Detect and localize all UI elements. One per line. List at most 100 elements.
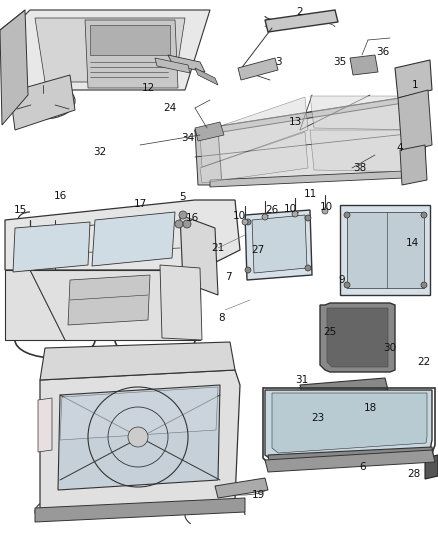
Polygon shape [195, 95, 422, 136]
Polygon shape [10, 10, 210, 90]
Polygon shape [173, 207, 193, 234]
Polygon shape [5, 270, 200, 340]
Text: 18: 18 [364, 403, 377, 413]
Circle shape [183, 220, 191, 228]
Polygon shape [238, 58, 278, 80]
Text: 10: 10 [283, 204, 297, 214]
Polygon shape [195, 68, 218, 85]
Polygon shape [215, 478, 268, 498]
Text: 26: 26 [265, 205, 279, 215]
Circle shape [344, 282, 350, 288]
Text: 13: 13 [288, 117, 302, 127]
Polygon shape [400, 145, 427, 185]
Text: 12: 12 [141, 83, 155, 93]
Text: 6: 6 [360, 462, 366, 472]
Text: 5: 5 [180, 192, 186, 202]
Polygon shape [265, 10, 338, 32]
Polygon shape [350, 55, 378, 75]
Polygon shape [268, 447, 434, 468]
Polygon shape [58, 385, 220, 490]
Polygon shape [160, 265, 202, 340]
Polygon shape [40, 342, 235, 380]
Polygon shape [347, 212, 424, 288]
Text: 27: 27 [251, 245, 265, 255]
Polygon shape [92, 212, 175, 266]
Polygon shape [85, 20, 178, 88]
Polygon shape [210, 170, 425, 187]
Text: 34: 34 [181, 133, 194, 143]
Text: 16: 16 [53, 191, 67, 201]
Polygon shape [272, 393, 427, 453]
Text: 3: 3 [275, 57, 281, 67]
Circle shape [242, 219, 248, 225]
Text: 8: 8 [219, 313, 225, 323]
Polygon shape [168, 55, 205, 72]
Polygon shape [35, 18, 185, 82]
Polygon shape [310, 96, 420, 130]
Text: 22: 22 [417, 357, 431, 367]
Text: 36: 36 [376, 47, 390, 57]
Text: 31: 31 [295, 375, 309, 385]
Text: 38: 38 [353, 163, 367, 173]
Polygon shape [195, 122, 224, 141]
Polygon shape [5, 200, 240, 270]
Text: 19: 19 [251, 490, 265, 500]
Text: 9: 9 [339, 275, 345, 285]
Circle shape [245, 267, 251, 273]
Text: 11: 11 [304, 189, 317, 199]
Circle shape [322, 208, 328, 214]
Text: 25: 25 [323, 327, 337, 337]
Polygon shape [0, 10, 28, 125]
Polygon shape [195, 130, 222, 185]
Polygon shape [195, 95, 425, 185]
Polygon shape [60, 387, 218, 440]
Text: 30: 30 [383, 343, 396, 353]
Circle shape [305, 265, 311, 271]
Circle shape [262, 214, 268, 220]
Text: 14: 14 [406, 238, 419, 248]
Text: 4: 4 [397, 143, 403, 153]
Text: 21: 21 [212, 243, 225, 253]
Polygon shape [398, 90, 432, 153]
Circle shape [421, 212, 427, 218]
Polygon shape [395, 60, 432, 98]
Circle shape [305, 215, 311, 221]
Polygon shape [265, 390, 432, 460]
Circle shape [421, 282, 427, 288]
Text: 23: 23 [311, 413, 325, 423]
Circle shape [179, 211, 187, 219]
Polygon shape [35, 498, 245, 522]
Circle shape [292, 211, 298, 217]
Circle shape [175, 220, 183, 228]
Text: 28: 28 [407, 469, 420, 479]
Polygon shape [68, 275, 150, 325]
Polygon shape [200, 97, 308, 167]
Polygon shape [425, 455, 438, 479]
Text: 16: 16 [185, 213, 198, 223]
Text: 10: 10 [233, 211, 246, 221]
Polygon shape [13, 222, 90, 272]
Text: 24: 24 [163, 103, 177, 113]
Text: 1: 1 [412, 80, 418, 90]
Polygon shape [10, 75, 75, 130]
Text: 35: 35 [333, 57, 346, 67]
Polygon shape [405, 95, 425, 175]
Circle shape [128, 427, 148, 447]
Circle shape [245, 219, 251, 225]
Text: 2: 2 [297, 7, 303, 17]
Polygon shape [38, 398, 52, 452]
Circle shape [344, 212, 350, 218]
Text: 17: 17 [134, 199, 147, 209]
Text: 7: 7 [225, 272, 231, 282]
Polygon shape [200, 132, 308, 183]
Polygon shape [245, 210, 312, 280]
Polygon shape [155, 58, 190, 73]
Text: 15: 15 [14, 205, 27, 215]
Polygon shape [340, 205, 430, 295]
Polygon shape [265, 450, 435, 472]
Polygon shape [310, 130, 420, 172]
Polygon shape [40, 370, 240, 510]
Polygon shape [180, 215, 218, 295]
Polygon shape [320, 303, 395, 372]
Text: 32: 32 [93, 147, 106, 157]
